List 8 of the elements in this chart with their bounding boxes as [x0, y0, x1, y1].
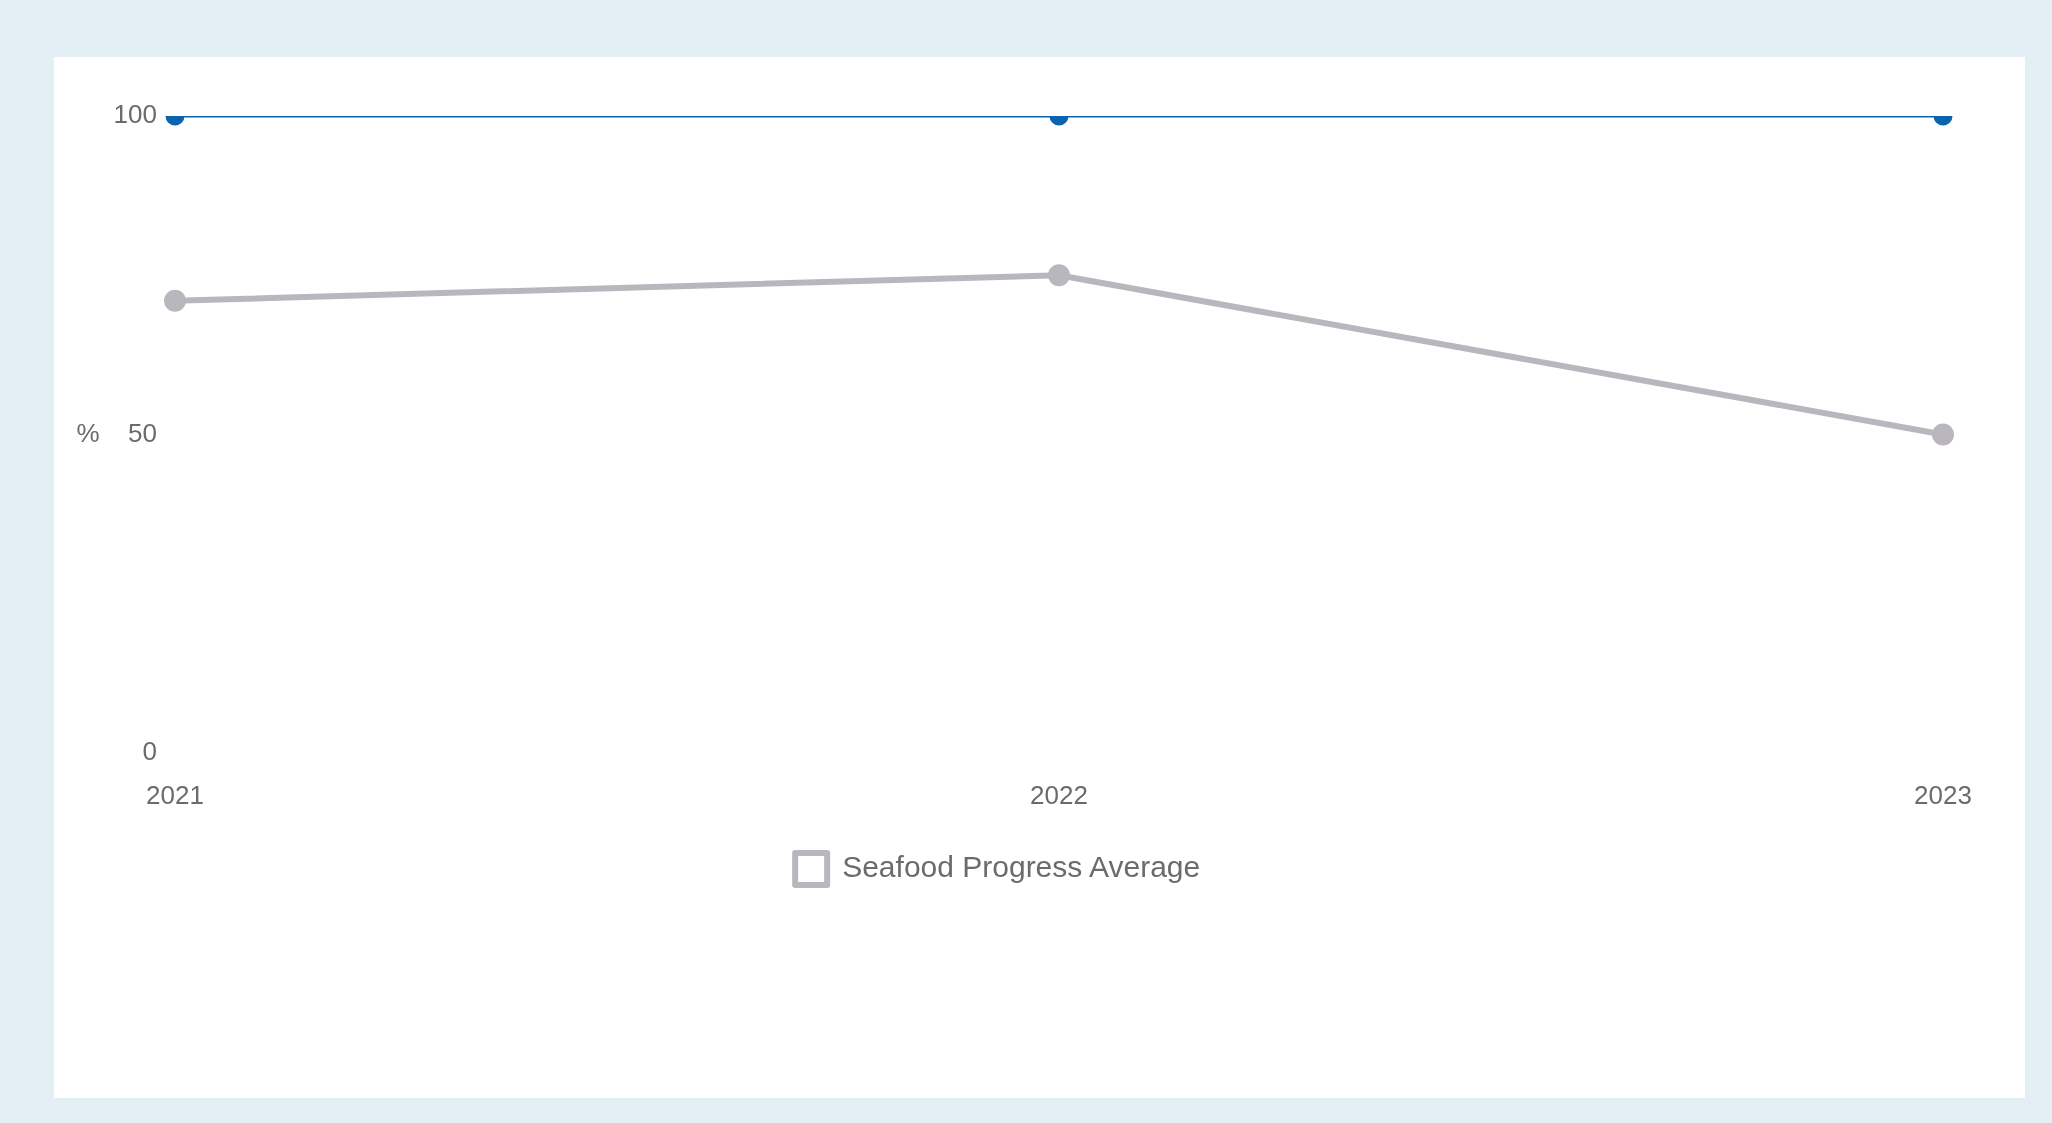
y-axis-title: %: [76, 417, 100, 448]
y-tick-label: 50: [128, 417, 157, 448]
x-tick-label: 2022: [1030, 779, 1088, 810]
y-tick-label: 0: [142, 736, 157, 767]
y-tick-label: 100: [113, 99, 157, 130]
x-tick-label: 2021: [146, 779, 204, 810]
legend-label: Seafood Progress Average: [842, 850, 1201, 884]
x-tick-label: 2023: [1914, 779, 1972, 810]
